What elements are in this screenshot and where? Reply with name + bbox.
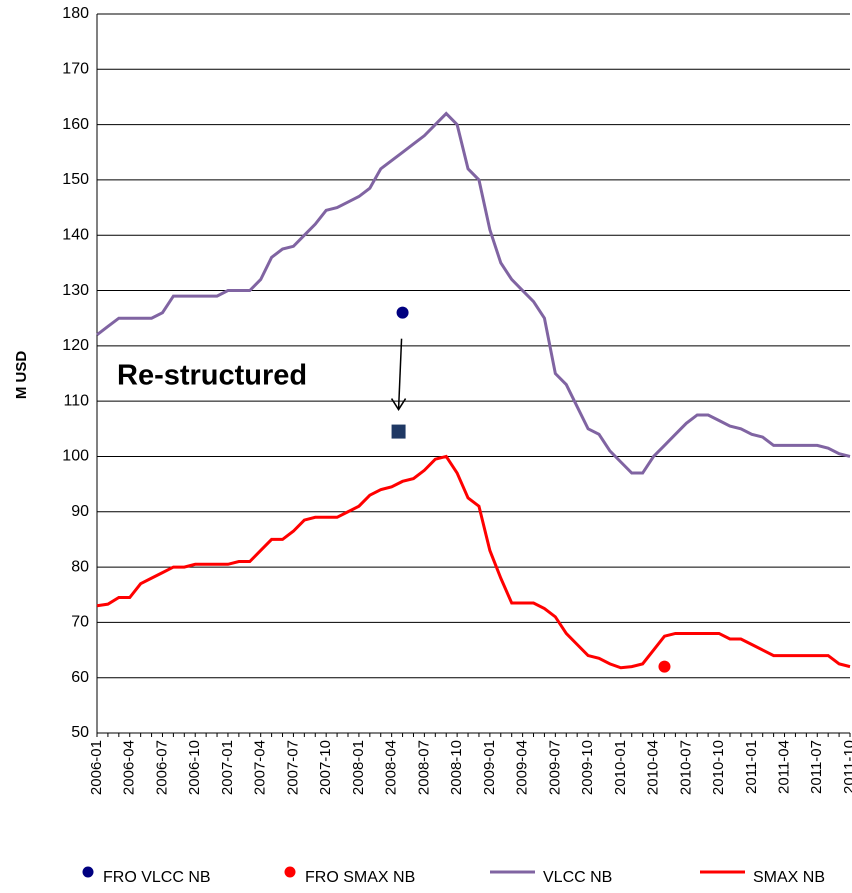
y-tick-label: 90 [71, 503, 89, 520]
x-tick-label: 2009-10 [579, 740, 596, 795]
x-tick-label: 2007-01 [219, 740, 236, 795]
x-tick-label: 2008-07 [415, 740, 432, 795]
x-tick-label: 2009-04 [514, 740, 531, 795]
y-tick-label: 160 [62, 116, 89, 133]
legend-marker [284, 866, 296, 878]
x-tick-label: 2007-04 [252, 740, 269, 795]
y-axis-label: M USD [13, 351, 30, 400]
x-tick-label: 2006-04 [121, 740, 138, 795]
x-tick-label: 2011-07 [808, 740, 825, 794]
annotation-arrowhead [390, 398, 407, 411]
y-tick-label: 140 [62, 226, 89, 243]
y-tick-label: 60 [71, 669, 89, 686]
x-tick-label: 2011-01 [743, 740, 760, 794]
y-tick-label: 170 [62, 61, 89, 78]
x-tick-label: 2008-04 [383, 740, 400, 795]
x-tick-label: 2009-01 [481, 740, 498, 795]
legend-label: FRO SMAX NB [305, 869, 415, 886]
legend-label: FRO VLCC NB [103, 869, 211, 886]
legend-label: VLCC NB [543, 869, 612, 886]
legend-marker [82, 866, 94, 878]
annotation-text: Re-structured [117, 360, 307, 392]
x-tick-label: 2010-01 [612, 740, 629, 795]
x-tick-label: 2011-10 [841, 740, 852, 794]
x-tick-label: 2008-10 [448, 740, 465, 795]
y-tick-label: 180 [62, 5, 89, 22]
x-tick-label: 2010-10 [710, 740, 727, 795]
legend-label: SMAX NB [753, 869, 825, 886]
x-tick-label: 2006-01 [88, 740, 105, 795]
y-tick-label: 70 [71, 614, 89, 631]
y-tick-label: 130 [62, 282, 89, 299]
scatter-point [396, 306, 409, 319]
x-tick-label: 2009-07 [546, 740, 563, 795]
x-tick-label: 2011-04 [775, 740, 792, 794]
y-tick-label: 50 [71, 724, 89, 741]
restructured-marker [391, 424, 406, 439]
x-tick-label: 2007-07 [284, 740, 301, 795]
y-tick-label: 120 [62, 337, 89, 354]
x-tick-label: 2006-07 [153, 740, 170, 795]
x-tick-label: 2007-10 [317, 740, 334, 795]
y-tick-label: 150 [62, 171, 89, 188]
y-tick-label: 80 [71, 558, 89, 575]
y-tick-label: 110 [63, 392, 89, 409]
x-tick-label: 2010-04 [645, 740, 662, 795]
series-line [96, 111, 851, 475]
annotation-arrow [397, 338, 403, 410]
x-tick-label: 2008-01 [350, 740, 367, 795]
x-tick-label: 2006-10 [186, 740, 203, 795]
y-tick-label: 100 [62, 448, 89, 465]
scatter-point [658, 660, 671, 673]
series-line [96, 454, 851, 670]
x-tick-label: 2010-07 [677, 740, 694, 795]
